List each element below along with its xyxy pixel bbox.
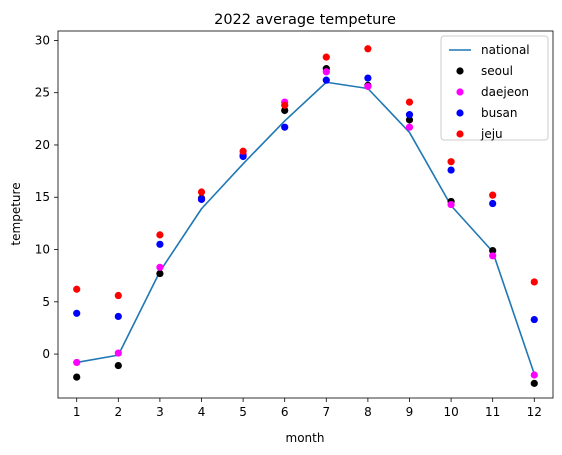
data-point-daejeon <box>364 82 372 91</box>
legend-label-national: national <box>481 43 530 57</box>
y-tick-label: 20 <box>35 138 50 152</box>
data-point-jeju <box>364 45 372 53</box>
y-axis: 0 5 10 15 20 25 30 <box>35 33 58 361</box>
legend-marker-seoul <box>456 67 464 75</box>
x-tick-label: 11 <box>485 405 500 419</box>
x-tick-label: 4 <box>198 405 206 419</box>
data-point-jeju <box>322 53 330 61</box>
data-point-busan <box>197 195 206 203</box>
legend-label-daejeon: daejeon <box>481 85 529 99</box>
data-point-daejeon <box>73 358 81 367</box>
x-tick-label: 5 <box>239 405 247 419</box>
y-tick-label: 30 <box>35 33 50 47</box>
x-tick-label: 1 <box>73 405 81 419</box>
data-point-seoul <box>405 116 414 124</box>
data-point-jeju <box>405 98 414 106</box>
data-point-daejeon <box>156 263 164 271</box>
data-point-daejeon <box>405 123 414 131</box>
data-point-jeju <box>489 191 497 199</box>
data-point-busan <box>530 315 538 324</box>
data-point-jeju <box>530 278 538 286</box>
legend-label-busan: busan <box>481 106 517 120</box>
data-point-seoul <box>281 106 289 115</box>
data-point-seoul <box>530 379 538 387</box>
data-point-busan <box>281 123 289 131</box>
data-point-busan <box>239 152 247 161</box>
data-point-jeju <box>114 291 122 300</box>
data-point-jeju <box>156 231 164 239</box>
data-point-seoul <box>489 246 497 255</box>
chart-title: 2022 average tempeture <box>214 12 396 28</box>
legend-marker-busan <box>456 109 464 117</box>
data-point-busan <box>364 74 372 82</box>
x-tick-label: 3 <box>156 405 164 419</box>
data-point-busan <box>156 240 164 248</box>
data-point-daejeon <box>322 68 330 76</box>
x-tick-label: 2 <box>114 405 122 419</box>
data-point-busan <box>447 166 455 174</box>
plot-area <box>73 45 538 387</box>
legend-label-jeju: jeju <box>480 127 503 141</box>
y-tick-label: 10 <box>35 243 50 257</box>
y-tick-label: 15 <box>35 190 50 204</box>
data-point-daejeon <box>114 349 122 357</box>
data-point-daejeon <box>530 371 538 379</box>
legend-marker-daejeon <box>456 88 464 96</box>
legend-label-seoul: seoul <box>481 64 513 78</box>
x-tick-label: 8 <box>364 405 372 419</box>
data-point-seoul <box>156 269 164 278</box>
y-axis-label: tempeture <box>9 182 23 245</box>
series-line-national <box>76 81 536 375</box>
data-point-daejeon <box>489 252 497 260</box>
data-point-seoul <box>73 373 81 381</box>
legend: national seoul daejeon busan jeju <box>440 35 549 141</box>
x-tick-label: 6 <box>281 405 289 419</box>
x-axis: 1 2 3 4 5 6 7 8 9 10 11 12 <box>73 398 542 419</box>
data-point-busan <box>73 309 81 317</box>
x-axis-label: month <box>286 431 325 445</box>
x-tick-label: 9 <box>406 405 414 419</box>
x-tick-label: 7 <box>322 405 330 419</box>
y-tick-label: 25 <box>35 86 50 100</box>
data-point-jeju <box>447 158 455 166</box>
data-point-jeju <box>281 101 289 109</box>
x-tick-label: 10 <box>443 405 458 419</box>
data-point-seoul <box>114 361 122 370</box>
data-point-jeju <box>73 285 81 293</box>
data-point-jeju <box>197 188 206 196</box>
data-point-daejeon <box>447 200 455 209</box>
axes-frame <box>57 30 554 399</box>
data-point-busan <box>405 111 414 119</box>
legend-box <box>440 35 549 141</box>
data-point-busan <box>489 199 497 208</box>
data-point-busan <box>114 312 122 321</box>
data-point-busan <box>322 76 330 84</box>
legend-marker-jeju <box>456 130 464 138</box>
y-tick-label: 0 <box>42 347 50 361</box>
x-tick-label: 12 <box>527 405 542 419</box>
y-tick-label: 5 <box>42 295 50 309</box>
data-point-jeju <box>239 147 247 155</box>
